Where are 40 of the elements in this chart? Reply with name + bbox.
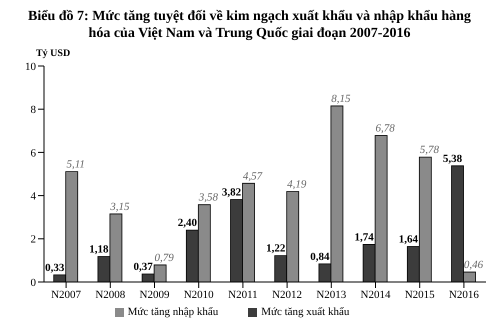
x-tick-label: N2007 [51, 288, 82, 301]
data-label: 0,37 [134, 261, 154, 274]
data-label: 4,57 [242, 170, 263, 182]
x-tick-label: N2008 [95, 288, 126, 301]
data-label: 0,79 [154, 252, 174, 264]
x-tick-label: N2009 [140, 288, 170, 301]
y-tick-label: 10 [25, 60, 36, 73]
y-axis-title: Tỷ USD [36, 48, 70, 59]
data-label: 0,46 [464, 259, 484, 272]
chart-title: Biểu đồ 7: Mức tăng tuyệt đối về kim ngạch xuất khẩu và nhập khẩu hàng hóa của Việt Nam và Trung Quốc giai đoạn 2007-2016 [27, 8, 472, 43]
legend-label: Mức tăng xuất khẩu [261, 306, 350, 318]
data-label: 3,58 [198, 192, 218, 204]
y-tick-label: 6 [30, 147, 36, 160]
data-label: 8,15 [331, 92, 352, 105]
y-tick-label: 2 [30, 234, 36, 246]
x-tick-label: N2015 [404, 288, 436, 301]
y-tick-label: 0 [30, 276, 36, 289]
data-label: 3,82 [222, 186, 242, 198]
data-label: 1,18 [89, 244, 110, 256]
data-label: 4,19 [287, 178, 307, 190]
legend-label: Mức tăng nhập khẩu [128, 306, 218, 318]
y-tick-label: 8 [30, 104, 36, 116]
x-tick-label: N2012 [272, 288, 302, 301]
data-label: 5,11 [66, 158, 85, 171]
x-tick-label: N2016 [448, 288, 480, 301]
x-tick-label: N2010 [184, 288, 214, 301]
data-label: 1,22 [266, 242, 286, 255]
data-label: 5,78 [420, 144, 440, 156]
data-label: 3,15 [109, 200, 130, 213]
x-tick-label: N2014 [360, 288, 391, 301]
data-label: 1,64 [398, 234, 418, 246]
data-label: 1,74 [354, 231, 374, 244]
data-label: 0,84 [310, 250, 330, 263]
x-tick-label: N2011 [228, 288, 258, 301]
data-label: 6,78 [376, 122, 396, 135]
x-tick-label: N2013 [316, 288, 347, 301]
data-label: 5,38 [442, 152, 463, 165]
data-label: 2,40 [178, 217, 198, 230]
y-tick-label: 4 [30, 190, 36, 203]
data-label: 0,33 [45, 262, 65, 274]
